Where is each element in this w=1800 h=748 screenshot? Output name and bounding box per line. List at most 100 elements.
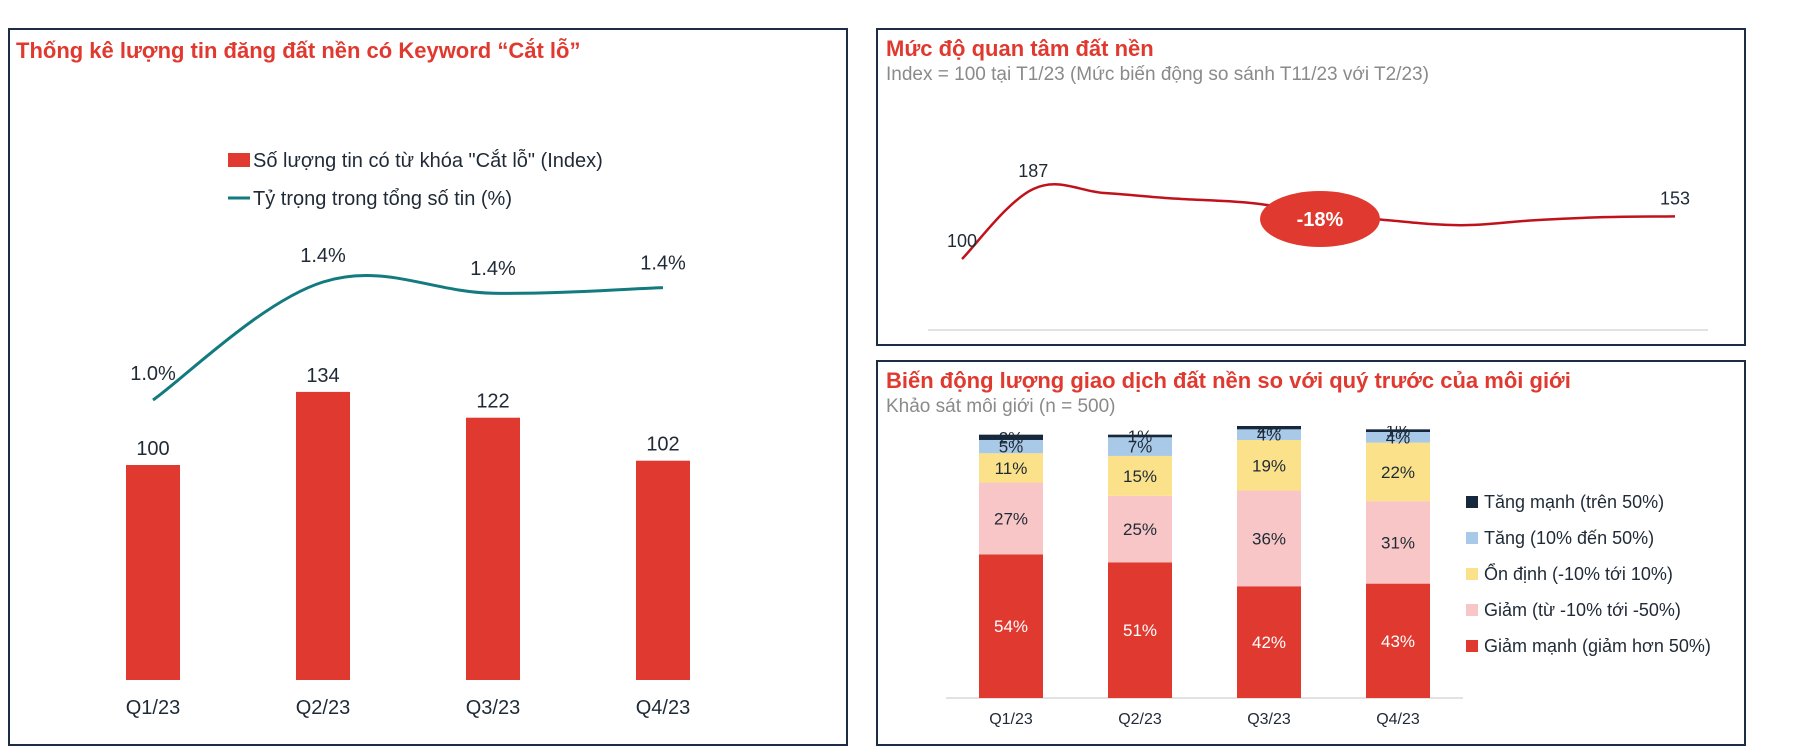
bottom-right-panel-title: Biến động lượng giao dịch đất nền so với… [886, 368, 1571, 393]
segment-value-label: 43% [1381, 632, 1415, 651]
x-tick-label: T8 [1451, 342, 1472, 344]
left-panel: Thống kê lượng tin đăng đất nền có Keywo… [8, 28, 848, 746]
segment-value-label: 15% [1123, 467, 1157, 486]
legend-swatch [1466, 604, 1478, 616]
left-panel-title: Thống kê lượng tin đăng đất nền có Keywo… [16, 38, 581, 63]
point-value-label: 153 [1660, 188, 1690, 208]
stack-segment [1108, 455, 1172, 496]
top-right-panel-subtitle: Index = 100 tại T1/23 (Mức biến động so … [886, 64, 1429, 85]
x-tick-label: T7 [1379, 342, 1400, 344]
x-tick-label: Q3/23 [1247, 711, 1291, 728]
bar-value-label: 122 [476, 391, 509, 413]
stack-segment [979, 554, 1043, 698]
stack-segment [1366, 432, 1430, 443]
change-annotation-label: -18% [1297, 209, 1344, 231]
x-tick-label: T2 [1023, 342, 1044, 344]
x-tick-label: Q3/23 [466, 697, 520, 719]
interest-index-chart: T1 T2 T3 T4 T5 T6 T7 T8 T9 T10 T11 100 187 153 -18% [928, 161, 1708, 344]
legend-label: Ổn định (-10% tới 10%) [1484, 563, 1673, 584]
segment-value-label: 2% [999, 428, 1024, 447]
stack-segment [1237, 426, 1301, 430]
stack-segment [979, 482, 1043, 555]
point-value-label: 100 [947, 231, 977, 251]
line-value-label: 1.0% [130, 363, 176, 385]
segment-value-label: 51% [1123, 621, 1157, 640]
x-tick-label: T10 [1588, 342, 1619, 344]
x-tick-label: T5 [1237, 342, 1258, 344]
x-tick-label: T3 [1094, 342, 1115, 344]
bar-value-label: 100 [136, 438, 169, 460]
stack-segment [1108, 434, 1172, 438]
x-tick-label: T9 [1522, 342, 1543, 344]
bar-value-label: 134 [306, 365, 339, 387]
stack-segment [1108, 495, 1172, 563]
segment-value-label: 42% [1252, 633, 1286, 652]
segment-value-label: 2% [1257, 426, 1282, 437]
legend-label-bar: Số lượng tin có từ khóa "Cắt lỗ" (Index) [253, 149, 603, 172]
segment-value-label: 27% [994, 509, 1028, 528]
segment-value-label: 22% [1381, 463, 1415, 482]
stack-segment [1366, 429, 1430, 432]
stack-segment [1237, 586, 1301, 698]
segment-value-label: 25% [1123, 520, 1157, 539]
segment-value-label: 11% [995, 459, 1028, 478]
x-tick-label: T4 [1165, 342, 1186, 344]
stack-segment [979, 439, 1043, 454]
stack-segment [1366, 442, 1430, 502]
legend-label: Giảm mạnh (giảm hơn 50%) [1484, 636, 1711, 656]
broker-transaction-chart: 54%27%11%5%2%Q1/2351%25%15%7%1%Q2/2342%3… [946, 426, 1711, 728]
bar-Q1/23 [126, 465, 180, 680]
line-value-label: 1.4% [470, 258, 516, 280]
stack-segment [979, 453, 1043, 483]
stack-segment [1237, 490, 1301, 587]
legend-swatch [1466, 568, 1478, 580]
x-tick-label: Q1/23 [989, 711, 1033, 728]
segment-value-label: 5% [999, 438, 1024, 457]
x-tick-label: Q2/23 [296, 697, 350, 719]
legend-swatch [1466, 640, 1478, 652]
line-value-label: 1.4% [640, 253, 686, 275]
x-tick-label: Q2/23 [1118, 711, 1162, 728]
legend-swatch [1466, 532, 1478, 544]
segment-value-label: 1% [1386, 426, 1411, 441]
x-tick-label: Q4/23 [636, 697, 690, 719]
top-right-panel: Mức độ quan tâm đất nền Index = 100 tại … [876, 28, 1746, 346]
x-tick-label: T11 [1660, 342, 1690, 344]
stack-segment [1108, 562, 1172, 698]
bottom-right-panel: Biến động lượng giao dịch đất nền so với… [876, 360, 1746, 746]
stack-segment [979, 434, 1043, 440]
line-value-label: 1.4% [300, 245, 346, 267]
bar-Q2/23 [296, 391, 350, 680]
segment-value-label: 1% [1128, 427, 1153, 446]
x-tick-label: Q4/23 [1376, 711, 1420, 728]
stack-segment [1366, 583, 1430, 698]
x-tick-label: T1 [951, 342, 972, 344]
stack-segment [1108, 437, 1172, 456]
stack-segment [1237, 429, 1301, 440]
segment-value-label: 54% [994, 617, 1028, 636]
top-right-panel-title: Mức độ quan tâm đất nền [886, 36, 1154, 61]
bar-Q3/23 [466, 417, 520, 680]
bar-Q4/23 [636, 460, 690, 680]
segment-value-label: 36% [1252, 529, 1286, 548]
segment-value-label: 7% [1128, 438, 1153, 457]
bar-value-label: 102 [646, 434, 679, 456]
legend-label-line: Tỷ trọng trong tổng số tin (%) [253, 188, 512, 210]
legend-label: Giảm (từ -10% tới -50%) [1484, 600, 1681, 620]
x-tick-label: Q1/23 [126, 697, 180, 719]
stack-segment [1366, 501, 1430, 584]
legend-label: Tăng (10% đến 50%) [1484, 528, 1654, 548]
segment-value-label: 4% [1386, 428, 1411, 447]
change-annotation-bubble [1260, 191, 1380, 247]
segment-value-label: 19% [1252, 456, 1286, 475]
legend-label: Tăng mạnh (trên 50%) [1484, 492, 1664, 512]
legend-swatch-bar [228, 153, 250, 167]
keyword-listing-chart: Số lượng tin có từ khóa "Cắt lỗ" (Index)… [126, 149, 690, 719]
bottom-right-panel-subtitle: Khảo sát môi giới (n = 500) [886, 396, 1116, 417]
x-tick-label: T6 [1308, 342, 1329, 344]
point-value-label: 187 [1018, 161, 1048, 181]
stack-segment [1237, 439, 1301, 491]
segment-value-label: 31% [1381, 533, 1415, 552]
segment-value-label: 4% [1257, 426, 1282, 445]
share-line [152, 274, 664, 402]
